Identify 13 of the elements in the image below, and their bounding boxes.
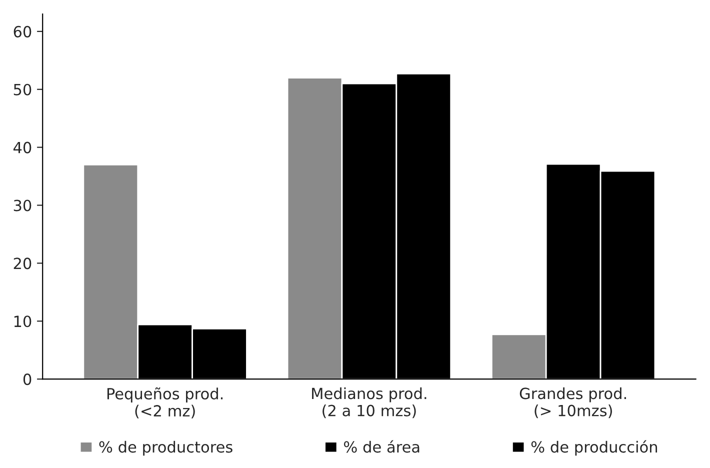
- y-tick-label: 40: [13, 142, 32, 154]
- x-tick-label: Grandes prod. (> 10mzs): [520, 387, 626, 418]
- y-tick-label: 0: [23, 374, 32, 386]
- legend-label: % de productores: [99, 440, 232, 456]
- x-tick-label: Pequeños prod. (<2 mz): [107, 387, 223, 418]
- legend-label: % de área: [344, 440, 420, 453]
- y-tick-label: 30: [14, 200, 32, 212]
- x-tick-label: Medianos prod. (2 a 10 mzs): [312, 387, 426, 418]
- y-tick-label: 10: [14, 316, 32, 328]
- y-tick-label: 60: [14, 26, 32, 38]
- legend-label: % de producción: [531, 440, 658, 456]
- y-tick-label: 50: [14, 84, 32, 96]
- y-tick-label: 20: [14, 258, 32, 270]
